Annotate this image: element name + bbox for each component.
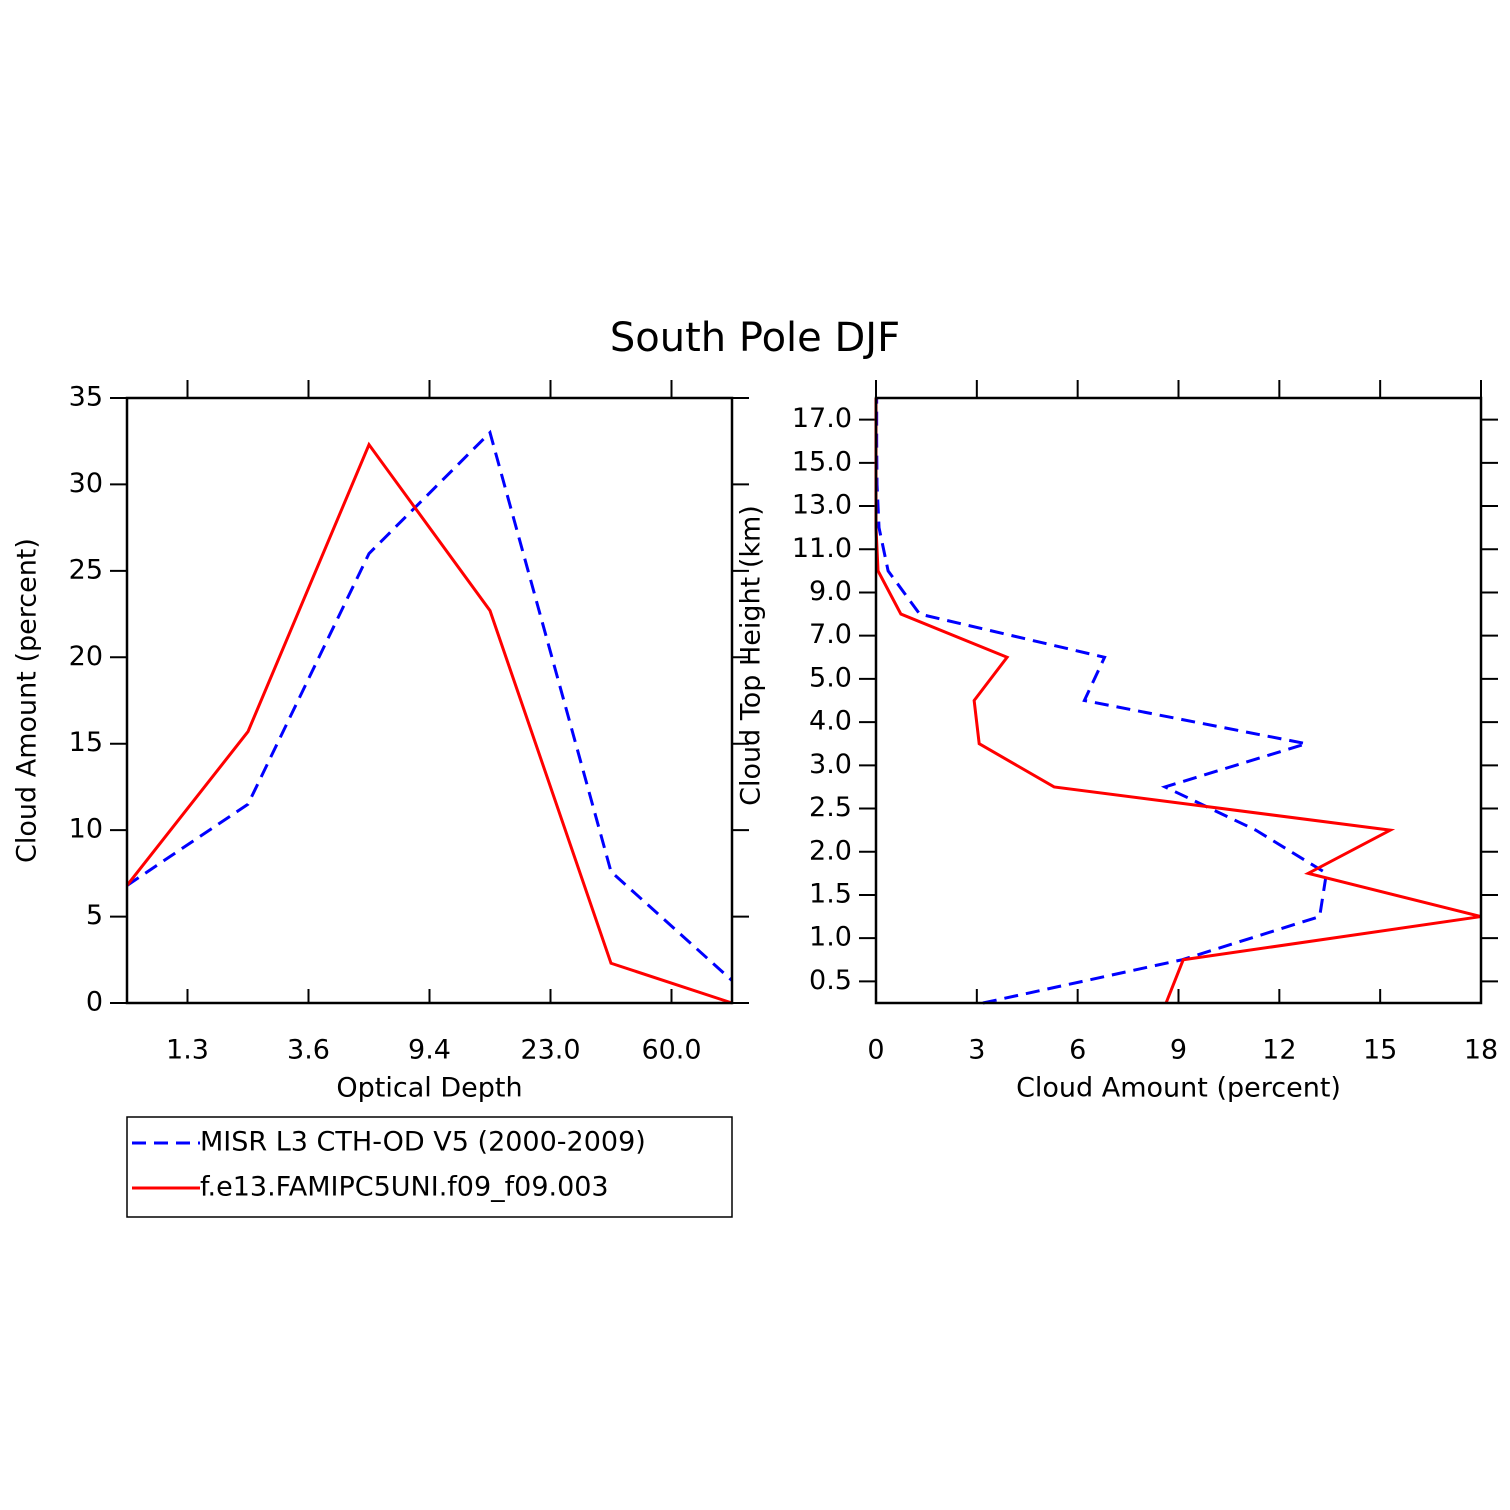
x-tick-label: 3 bbox=[968, 1035, 985, 1066]
y-tick-label: 15.0 bbox=[792, 446, 852, 477]
x-tick-label: 60.0 bbox=[641, 1035, 701, 1066]
x-tick-label: 12 bbox=[1262, 1035, 1296, 1066]
y-tick-label: 2.5 bbox=[809, 792, 852, 823]
y-tick-label: 20 bbox=[69, 641, 103, 672]
y-tick-label: 3.0 bbox=[809, 749, 852, 780]
y-tick-label: 0.5 bbox=[809, 965, 852, 996]
series-line bbox=[125, 441, 733, 1005]
y-tick-label: 9.0 bbox=[809, 576, 852, 607]
y-tick-label: 13.0 bbox=[792, 490, 852, 521]
y-tick-label: 17.0 bbox=[792, 403, 852, 434]
y-tick-label: 5 bbox=[86, 900, 103, 931]
y-tick-label: 5.0 bbox=[809, 662, 852, 693]
y-tick-label: 25 bbox=[69, 554, 103, 585]
y-tick-label: 15 bbox=[69, 727, 103, 758]
y-tick-label: 0 bbox=[86, 987, 103, 1018]
x-axis-label: Cloud Amount (percent) bbox=[1016, 1073, 1341, 1104]
legend-box bbox=[126, 1116, 733, 1218]
figure-title: South Pole DJF bbox=[610, 315, 900, 361]
x-tick-label: 23.0 bbox=[520, 1035, 580, 1066]
series-line bbox=[875, 398, 1329, 1005]
y-tick-label: 35 bbox=[69, 382, 103, 413]
x-tick-label: 9.4 bbox=[408, 1035, 451, 1066]
x-tick-label: 15 bbox=[1363, 1035, 1397, 1066]
y-tick-label: 1.0 bbox=[809, 922, 852, 953]
y-tick-label: 10 bbox=[69, 814, 103, 845]
y-tick-label: 4.0 bbox=[809, 706, 852, 737]
plot-frame bbox=[874, 396, 1483, 1005]
y-axis-label: Cloud Amount (percent) bbox=[12, 538, 43, 863]
y-axis-label: Cloud Top Height (km) bbox=[736, 505, 767, 806]
x-tick-label: 6 bbox=[1069, 1035, 1086, 1066]
legend-label: f.e13.FAMIPC5UNI.f09_f09.003 bbox=[200, 1172, 609, 1203]
y-tick-label: 30 bbox=[69, 468, 103, 499]
series-line bbox=[126, 429, 734, 982]
x-tick-label: 1.3 bbox=[166, 1035, 209, 1066]
y-tick-label: 1.5 bbox=[809, 878, 852, 909]
y-tick-label: 2.0 bbox=[809, 835, 852, 866]
x-tick-label: 3.6 bbox=[287, 1035, 330, 1066]
x-tick-label: 9 bbox=[1170, 1035, 1187, 1066]
y-tick-label: 7.0 bbox=[809, 619, 852, 650]
x-tick-label: 0 bbox=[867, 1035, 884, 1066]
series-line bbox=[874, 398, 1482, 1004]
y-tick-label: 11.0 bbox=[792, 533, 852, 564]
x-tick-label: 18 bbox=[1464, 1035, 1498, 1066]
plot-frame bbox=[125, 396, 734, 1005]
x-axis-label: Optical Depth bbox=[336, 1073, 522, 1104]
legend-label: MISR L3 CTH-OD V5 (2000-2009) bbox=[200, 1127, 646, 1158]
